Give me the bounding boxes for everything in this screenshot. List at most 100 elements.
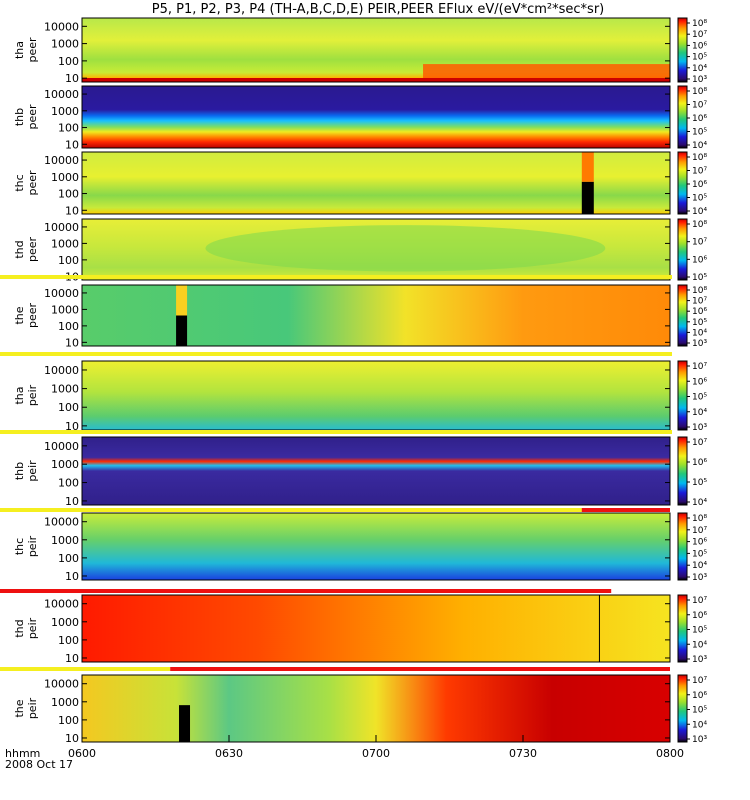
y-tick-label: 10000 xyxy=(44,678,79,691)
colorbar-tick-label: 10³ xyxy=(692,75,707,85)
panel-thb-peer: 10 100 1000 10000 thb peer 10⁴ 10⁵ 10⁶ 10⁷ 10⁸ xyxy=(13,85,707,151)
y-axis-label-species: peer xyxy=(26,237,39,263)
y-tick-label: 1000 xyxy=(51,171,79,184)
y-tick-label: 10 xyxy=(65,336,79,349)
status-bar xyxy=(0,352,672,356)
x-tick-label: 0730 xyxy=(509,747,537,760)
colorbar-scale xyxy=(677,85,688,149)
x-tick-label: 0700 xyxy=(362,747,390,760)
y-axis-label-species: peer xyxy=(26,303,39,329)
y-axis-label-probe: thd xyxy=(13,240,26,258)
y-tick-label: 10000 xyxy=(44,20,79,33)
y-axis-label-species: peir xyxy=(26,697,39,719)
y-tick-label: 1000 xyxy=(51,38,79,51)
y-tick-label: 1000 xyxy=(51,237,79,250)
panel-frame xyxy=(81,85,671,149)
panel-thc-peer: 10 100 1000 10000 thc peer 10⁴ 10⁵ 10⁶ 10⁷ 10⁸ xyxy=(13,151,707,217)
status-bar xyxy=(0,508,588,512)
y-tick-label: 100 xyxy=(58,254,79,267)
y-axis-label-probe: thb xyxy=(13,462,26,480)
colorbar-tick-label: 10⁸ xyxy=(692,514,707,524)
data-gap xyxy=(581,181,594,214)
data-gap xyxy=(176,315,188,346)
colorbar-tick-label: 10⁸ xyxy=(692,153,707,163)
colorbar-tick-label: 10⁵ xyxy=(692,128,707,138)
colorbar-tick-label: 10⁵ xyxy=(692,318,707,328)
status-bar-alert xyxy=(0,589,612,593)
colorbar-tick-label: 10⁸ xyxy=(692,286,707,296)
y-tick-label: 1000 xyxy=(51,303,79,316)
y-tick-label: 100 xyxy=(58,552,79,565)
spectrogram-thc-peir xyxy=(82,513,670,580)
colorbar-scale xyxy=(677,151,688,215)
colorbar-tick-label: 10⁵ xyxy=(692,393,707,403)
x-axis-date: 2008 Oct 17 xyxy=(5,758,73,771)
panel-frame xyxy=(81,594,671,663)
colorbar-tick-label: 10⁶ xyxy=(692,538,707,548)
colorbar-tick-label: 10³ xyxy=(692,735,707,745)
colorbar-scale xyxy=(677,360,688,431)
colorbar-tick-label: 10⁷ xyxy=(692,526,707,536)
colorbar: 10⁴ 10⁵ 10⁶ 10⁷ 10⁸ xyxy=(677,85,707,151)
panel-frame xyxy=(81,512,671,581)
colorbar-tick-label: 10⁵ xyxy=(692,549,707,559)
colorbar-tick-label: 10⁵ xyxy=(692,194,707,204)
flux-region xyxy=(205,225,606,272)
y-tick-label: 10000 xyxy=(44,516,79,529)
y-axis-label-species: peer xyxy=(26,104,39,130)
y-tick-label: 100 xyxy=(58,714,79,727)
y-tick-label: 100 xyxy=(58,401,79,414)
colorbar-tick-label: 10⁴ xyxy=(692,207,707,217)
y-tick-label: 1000 xyxy=(51,696,79,709)
panel-tha-peir: 10 100 1000 10000 tha peir 10³ 10⁴ 10⁵ 10⁶ 10⁷ xyxy=(0,352,707,433)
y-tick-label: 1000 xyxy=(51,534,79,547)
colorbar-tick-label: 10⁶ xyxy=(692,691,707,701)
colorbar-tick-label: 10⁵ xyxy=(692,626,707,636)
colorbar-tick-label: 10⁸ xyxy=(692,220,707,230)
panel-the-peir: 10 100 1000 10000 the peir 10³ 10⁴ 10⁵ 10⁶ 10⁷ xyxy=(0,667,707,745)
status-bar-alert xyxy=(170,667,670,671)
y-tick-label: 10 xyxy=(65,652,79,665)
colorbar-tick-label: 10³ xyxy=(692,655,707,665)
status-bar xyxy=(0,430,672,434)
spectrogram-tha-peir xyxy=(82,361,670,430)
chart-title: P5, P1, P2, P3, P4 (TH-A,B,C,D,E) PEIR,P… xyxy=(152,2,605,17)
y-tick-label: 10000 xyxy=(44,221,79,234)
colorbar-tick-label: 10⁷ xyxy=(692,596,707,606)
x-tick-label: 0800 xyxy=(656,747,684,760)
y-tick-label: 10000 xyxy=(44,154,79,167)
colorbar-tick-label: 10⁵ xyxy=(692,53,707,63)
spectrogram-the-peer xyxy=(82,285,670,346)
colorbar-tick-label: 10⁷ xyxy=(692,101,707,111)
colorbar-tick-label: 10⁵ xyxy=(692,273,707,283)
y-axis-label-probe: the xyxy=(13,306,26,324)
colorbar-scale xyxy=(677,284,688,347)
colorbar: 10³ 10⁴ 10⁵ 10⁶ 10⁷ xyxy=(677,674,707,745)
colorbar-tick-label: 10⁷ xyxy=(692,167,707,177)
colorbar-tick-label: 10⁴ xyxy=(692,640,707,650)
data-gap-top xyxy=(581,152,594,182)
panel-thb-peir: 10 100 1000 10000 thb peir 10⁴ 10⁵ 10⁶ 10⁷ xyxy=(0,430,707,508)
y-axis-label-species: peir xyxy=(26,460,39,482)
x-tick-label: 0600 xyxy=(68,747,96,760)
y-tick-label: 100 xyxy=(58,188,79,201)
y-tick-label: 10 xyxy=(65,732,79,745)
y-tick-label: 10 xyxy=(65,204,79,217)
y-tick-label: 10000 xyxy=(44,287,79,300)
colorbar: 10⁵ 10⁶ 10⁷ 10⁸ xyxy=(677,218,707,283)
y-tick-label: 10 xyxy=(65,420,79,433)
colorbar-tick-label: 10⁴ xyxy=(692,498,707,508)
colorbar-tick-label: 10⁴ xyxy=(692,141,707,151)
y-axis-label-probe: tha xyxy=(13,41,26,59)
colorbar-tick-label: 10⁶ xyxy=(692,307,707,317)
colorbar-tick-label: 10³ xyxy=(692,573,707,583)
panel-thd-peir: 10 100 1000 10000 thd peir 10³ 10⁴ 10⁵ 10⁶ 10⁷ xyxy=(0,589,707,665)
panel-frame xyxy=(81,436,671,506)
y-axis-label-probe: thd xyxy=(13,619,26,637)
y-tick-label: 10000 xyxy=(44,440,79,453)
colorbar-tick-label: 10⁷ xyxy=(692,297,707,307)
